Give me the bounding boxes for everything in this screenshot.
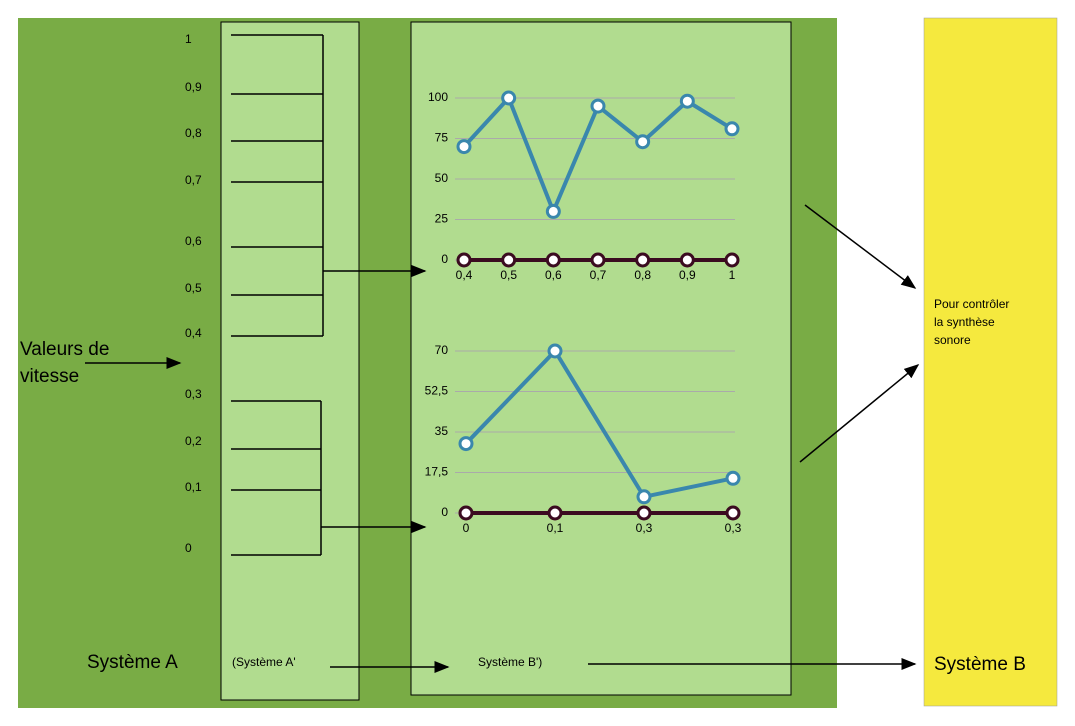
arrow [799, 364, 920, 463]
bracket-lower [231, 400, 322, 556]
note: Pour contrôler [934, 297, 1009, 311]
x-tick-label: 0,5 [500, 268, 517, 282]
input-label: vitesse [20, 366, 79, 387]
point [636, 505, 652, 521]
point [458, 505, 474, 521]
point [547, 505, 563, 521]
y-tick-label: 17,5 [425, 465, 449, 479]
point [590, 98, 606, 114]
bracket-upper [231, 34, 324, 337]
series-line [464, 347, 734, 500]
scale-label: 0,9 [185, 80, 202, 94]
point [456, 139, 472, 155]
point [679, 252, 695, 268]
scale-label: 0,6 [185, 234, 202, 248]
y-tick-label: 25 [435, 212, 449, 226]
scale-label: 0,1 [185, 480, 202, 494]
y-tick-label: 75 [435, 131, 449, 145]
point [636, 489, 652, 505]
point [725, 470, 741, 486]
note: la synthèse [934, 315, 995, 329]
point [725, 505, 741, 521]
system-label: Système A [87, 652, 178, 673]
x-tick-label: 0,3 [725, 521, 742, 535]
x-tick-label: 0,1 [547, 521, 564, 535]
note: sonore [934, 333, 971, 347]
x-tick-label: 0 [463, 521, 470, 535]
point [501, 252, 517, 268]
x-tick-label: 0,6 [545, 268, 562, 282]
point [501, 90, 517, 106]
scale-label: 0 [185, 541, 192, 555]
scale-label: 0,5 [185, 281, 202, 295]
x-tick-label: 0,8 [634, 268, 651, 282]
y-tick-label: 100 [428, 90, 448, 104]
point [545, 252, 561, 268]
scale-label: 0,3 [185, 387, 202, 401]
x-tick-label: 1 [729, 268, 736, 282]
y-tick-label: 52,5 [425, 384, 449, 398]
system-b-box [923, 17, 1058, 707]
scale-label: 0,8 [185, 126, 202, 140]
point [635, 134, 651, 150]
system-label: Système B [934, 654, 1026, 675]
scale-label: 0,2 [185, 434, 202, 448]
input-label: Valeurs de [20, 339, 109, 360]
y-tick-label: 0 [441, 505, 448, 519]
point [456, 252, 472, 268]
y-tick-label: 0 [441, 252, 448, 266]
point [679, 93, 695, 109]
x-tick-label: 0,4 [456, 268, 473, 282]
point [724, 252, 740, 268]
system-label: Système B') [478, 655, 542, 669]
x-tick-label: 0,7 [590, 268, 607, 282]
point [545, 203, 561, 219]
point [724, 121, 740, 137]
x-tick-label: 0,3 [636, 521, 653, 535]
scale-label: 0,4 [185, 326, 202, 340]
y-tick-label: 50 [435, 171, 449, 185]
point [458, 436, 474, 452]
x-tick-label: 0,9 [679, 268, 696, 282]
y-tick-label: 70 [435, 343, 449, 357]
scale-label: 0,7 [185, 173, 202, 187]
point [590, 252, 606, 268]
y-tick-label: 35 [435, 424, 449, 438]
point [547, 343, 563, 359]
system-label: (Système A' [232, 655, 296, 669]
scale-label: 1 [185, 32, 192, 46]
system-a-prime-box [220, 21, 360, 701]
point [635, 252, 651, 268]
arrow [804, 204, 917, 289]
